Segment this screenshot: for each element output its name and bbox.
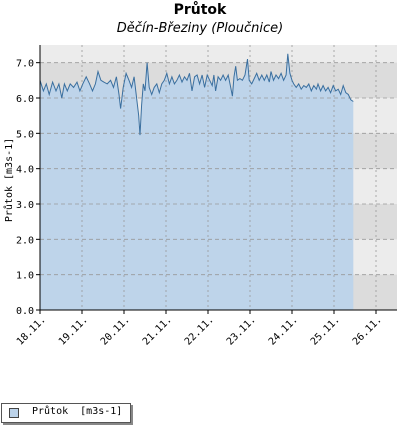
x-tick-label: 21.11. bbox=[141, 314, 174, 347]
legend-swatch bbox=[9, 408, 19, 418]
y-tick-label: 3.0 bbox=[16, 200, 34, 211]
x-tick-label: 25.11. bbox=[309, 314, 342, 347]
x-tick-label: 26.11. bbox=[351, 314, 384, 347]
y-tick-label: 1.0 bbox=[16, 271, 34, 282]
y-axis-title: Průtok [m3s-1] bbox=[3, 138, 15, 222]
y-tick-label: 7.0 bbox=[16, 59, 34, 70]
series-line bbox=[39, 53, 354, 136]
x-tick-label: 18.11. bbox=[15, 314, 48, 347]
x-tick-label: 19.11. bbox=[57, 314, 90, 347]
y-tick-label: 6.0 bbox=[16, 94, 34, 105]
y-tick-label: 0.0 bbox=[16, 306, 34, 317]
x-tick-label: 22.11. bbox=[183, 314, 216, 347]
x-tick-label: 24.11. bbox=[267, 314, 300, 347]
chart-subtitle: Děčín-Březiny (Ploučnice) bbox=[116, 21, 284, 36]
series-area bbox=[40, 53, 354, 311]
chart-title: Průtok bbox=[173, 2, 227, 18]
legend: Průtok [m3s-1] bbox=[1, 403, 131, 423]
y-tick-label: 2.0 bbox=[16, 235, 34, 246]
x-tick-label: 20.11. bbox=[99, 314, 132, 347]
legend-label: Průtok [m3s-1] bbox=[32, 406, 123, 417]
y-tick-label: 5.0 bbox=[16, 129, 34, 140]
x-tick-label: 23.11. bbox=[225, 314, 258, 347]
y-tick-label: 4.0 bbox=[16, 165, 34, 176]
